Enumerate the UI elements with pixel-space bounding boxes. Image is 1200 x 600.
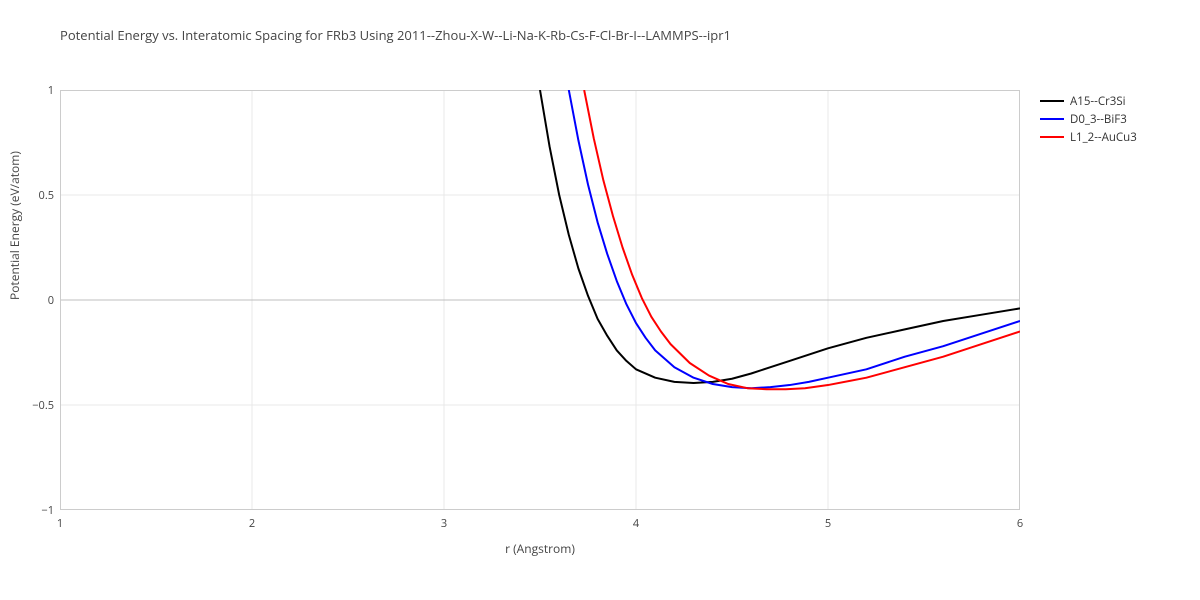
legend-item[interactable]: A15--Cr3Si	[1040, 92, 1137, 110]
legend-swatch	[1040, 118, 1064, 120]
chart-title: Potential Energy vs. Interatomic Spacing…	[60, 26, 731, 44]
legend-label: L1_2--AuCu3	[1070, 130, 1137, 145]
y-axis-label: Potential Energy (eV/atom)	[6, 151, 23, 300]
legend-swatch	[1040, 136, 1064, 138]
y-tick: 0	[14, 293, 54, 308]
x-tick: 2	[232, 516, 272, 531]
legend-label: A15--Cr3Si	[1070, 94, 1126, 109]
x-tick: 4	[616, 516, 656, 531]
x-tick: 3	[424, 516, 464, 531]
x-axis-label: r (Angstrom)	[60, 540, 1020, 557]
legend-swatch	[1040, 100, 1064, 102]
plot-area[interactable]	[60, 90, 1020, 510]
legend[interactable]: A15--Cr3Si D0_3--BiF3 L1_2--AuCu3	[1040, 92, 1137, 146]
legend-item[interactable]: L1_2--AuCu3	[1040, 128, 1137, 146]
y-tick: −0.5	[14, 398, 54, 413]
legend-item[interactable]: D0_3--BiF3	[1040, 110, 1137, 128]
y-tick: 0.5	[14, 188, 54, 203]
plot-svg	[60, 90, 1020, 510]
y-tick: 1	[14, 83, 54, 98]
x-tick: 5	[808, 516, 848, 531]
legend-label: D0_3--BiF3	[1070, 112, 1127, 127]
x-tick: 6	[1000, 516, 1040, 531]
x-tick: 1	[40, 516, 80, 531]
